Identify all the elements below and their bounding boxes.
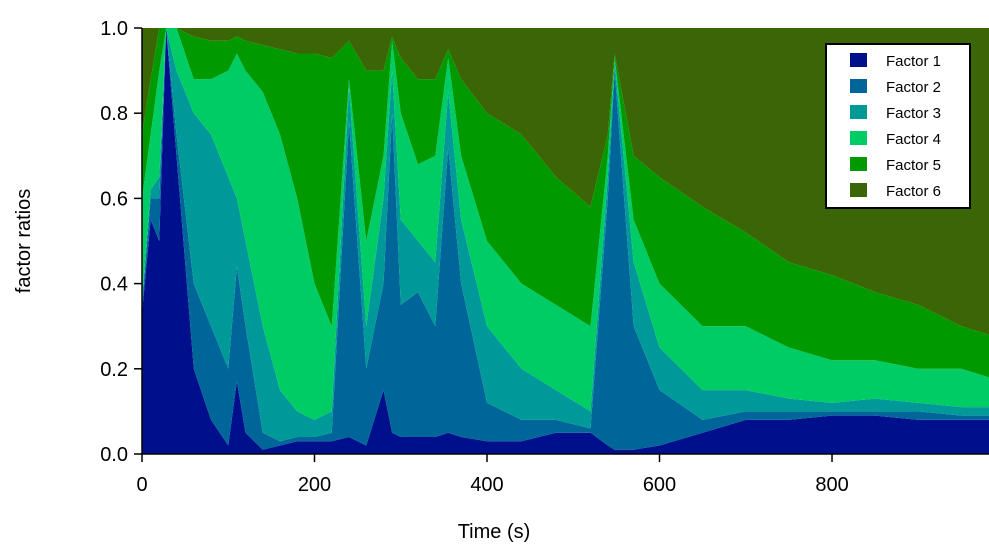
- legend-swatch: [850, 53, 867, 67]
- legend-label: Factor 5: [886, 157, 941, 174]
- y-tick-label: 0.0: [100, 444, 128, 466]
- area: [142, 28, 989, 335]
- legend-swatch: [850, 105, 867, 119]
- legend-swatch: [850, 157, 867, 171]
- legend-swatch: [850, 183, 867, 197]
- x-tick-label: 400: [470, 474, 503, 496]
- y-tick-label: 0.8: [100, 103, 128, 125]
- area: [142, 28, 989, 378]
- y-axis-label: factor ratios: [13, 189, 35, 293]
- legend: Factor 1 Factor 2 Factor 3 Factor 4 Factor 5…: [825, 43, 971, 209]
- x-tick-label: 800: [815, 474, 848, 496]
- legend-label: Factor 6: [886, 183, 941, 200]
- legend-label: Factor 3: [886, 105, 941, 122]
- x-tick-label: 600: [643, 474, 676, 496]
- legend-swatch: [850, 79, 867, 93]
- legend-swatch: [850, 131, 867, 145]
- area: [142, 28, 989, 450]
- x-tick-label: 0: [136, 474, 147, 496]
- y-tick-label: 0.6: [100, 188, 128, 210]
- x-axis-label: Time (s): [458, 521, 531, 543]
- y-tick-label: 1.0: [100, 18, 128, 40]
- legend-box: [825, 43, 971, 209]
- y-tick-label: 0.4: [100, 274, 128, 296]
- legend-label: Factor 2: [886, 79, 941, 96]
- area: [142, 28, 989, 420]
- legend-label: Factor 1: [886, 53, 941, 70]
- y-tick-label: 0.2: [100, 359, 128, 381]
- legend-label: Factor 4: [886, 131, 941, 148]
- x-tick-label: 200: [298, 474, 331, 496]
